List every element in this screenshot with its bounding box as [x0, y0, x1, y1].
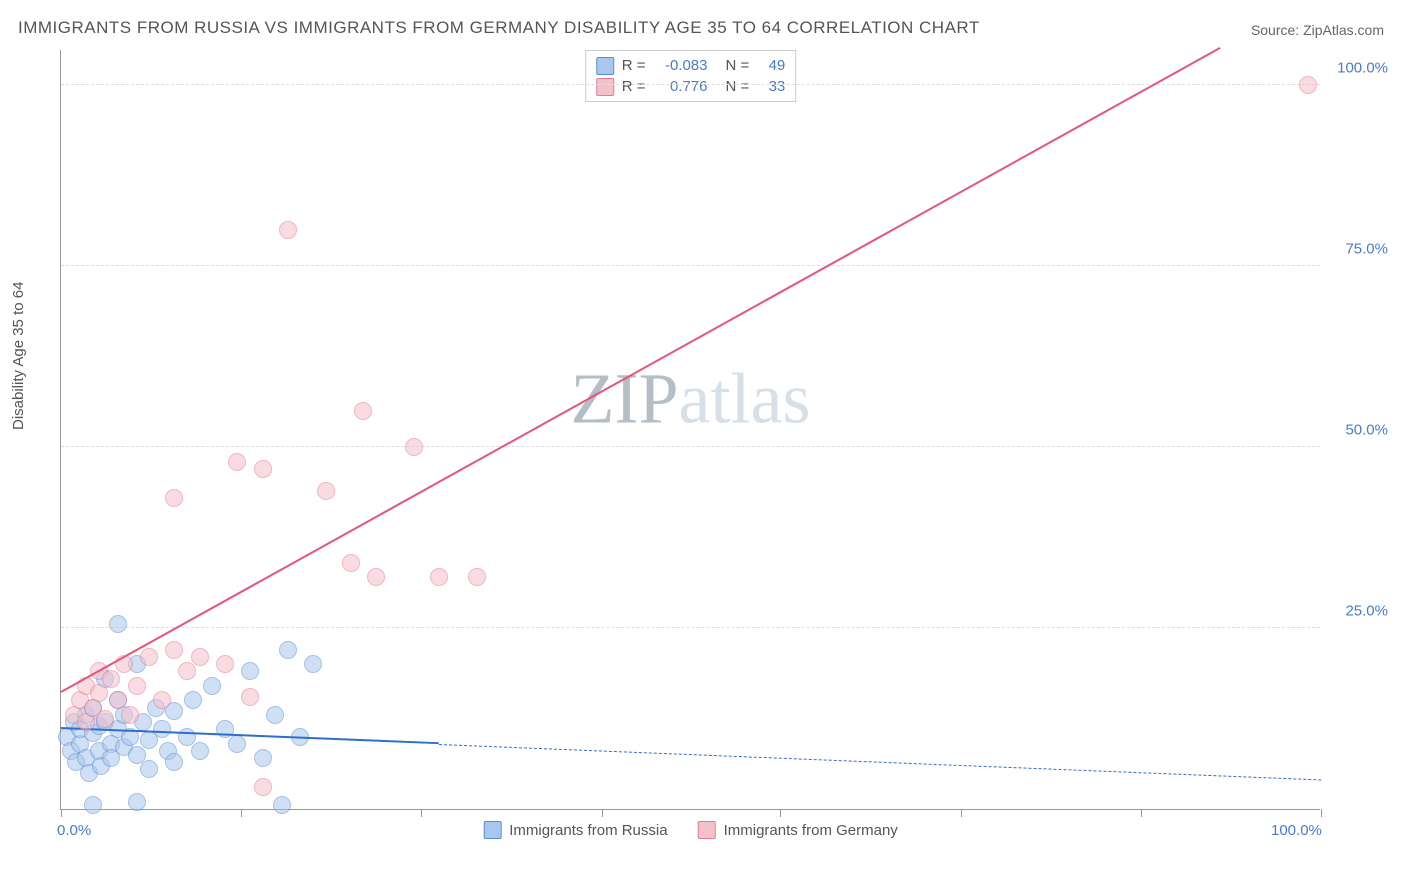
scatter-point	[468, 568, 486, 586]
watermark: ZIPatlas	[571, 358, 811, 441]
scatter-point	[121, 706, 139, 724]
x-tick	[602, 809, 603, 817]
scatter-point	[109, 615, 127, 633]
scatter-point	[354, 402, 372, 420]
stats-row: R = 0.776 N = 33	[596, 76, 786, 97]
scatter-point	[184, 691, 202, 709]
x-tick	[780, 809, 781, 817]
y-tick-label: 25.0%	[1345, 603, 1388, 620]
scatter-point	[165, 641, 183, 659]
legend-label: Immigrants from Russia	[509, 822, 667, 839]
watermark-part2: atlas	[679, 359, 811, 439]
scatter-point	[84, 796, 102, 814]
scatter-point	[273, 796, 291, 814]
stats-swatch	[596, 57, 614, 75]
x-tick	[421, 809, 422, 817]
regression-line	[61, 47, 1221, 693]
stats-row: R = -0.083 N = 49	[596, 55, 786, 76]
scatter-point	[430, 568, 448, 586]
y-axis-label: Disability Age 35 to 64	[10, 282, 27, 430]
gridline-h	[61, 446, 1320, 447]
stats-swatch	[596, 78, 614, 96]
scatter-point	[153, 720, 171, 738]
x-tick	[961, 809, 962, 817]
x-tick	[1141, 809, 1142, 817]
scatter-point	[1299, 76, 1317, 94]
y-tick-label: 50.0%	[1345, 422, 1388, 439]
scatter-point	[228, 735, 246, 753]
legend-item: Immigrants from Germany	[698, 821, 898, 839]
y-tick-label: 100.0%	[1337, 60, 1388, 77]
x-tick	[61, 809, 62, 817]
scatter-point	[254, 460, 272, 478]
scatter-point	[279, 221, 297, 239]
scatter-point	[191, 648, 209, 666]
scatter-point	[165, 489, 183, 507]
scatter-point	[178, 662, 196, 680]
scatter-point	[254, 749, 272, 767]
scatter-point	[254, 778, 272, 796]
scatter-point	[128, 677, 146, 695]
scatter-point	[405, 438, 423, 456]
scatter-point	[367, 568, 385, 586]
scatter-point	[203, 677, 221, 695]
plot-area: ZIPatlas R =-0.083N =49R =0.776N =33 Imm…	[60, 50, 1320, 810]
scatter-point	[279, 641, 297, 659]
x-tick	[241, 809, 242, 817]
stats-r-label: R =	[622, 76, 646, 97]
stats-r-value: 0.776	[654, 76, 708, 97]
chart-title: IMMIGRANTS FROM RUSSIA VS IMMIGRANTS FRO…	[18, 18, 980, 38]
scatter-point	[96, 710, 114, 728]
scatter-point	[216, 655, 234, 673]
scatter-point	[90, 684, 108, 702]
scatter-point	[342, 554, 360, 572]
scatter-point	[128, 793, 146, 811]
source-attribution: Source: ZipAtlas.com	[1251, 22, 1384, 38]
gridline-h	[61, 84, 1320, 85]
legend: Immigrants from Russia Immigrants from Ge…	[483, 821, 898, 839]
scatter-point	[266, 706, 284, 724]
gridline-h	[61, 265, 1320, 266]
scatter-point	[191, 742, 209, 760]
gridline-h	[61, 627, 1320, 628]
scatter-point	[102, 670, 120, 688]
scatter-point	[140, 760, 158, 778]
legend-label: Immigrants from Germany	[724, 822, 898, 839]
stats-n-label: N =	[726, 76, 750, 97]
regression-line	[439, 744, 1321, 780]
legend-item: Immigrants from Russia	[483, 821, 667, 839]
stats-n-value: 49	[757, 55, 785, 76]
legend-swatch	[698, 821, 716, 839]
stats-n-value: 33	[757, 76, 785, 97]
scatter-point	[241, 662, 259, 680]
x-tick	[1321, 809, 1322, 817]
scatter-point	[241, 688, 259, 706]
stats-r-label: R =	[622, 55, 646, 76]
legend-swatch	[483, 821, 501, 839]
stats-r-value: -0.083	[654, 55, 708, 76]
stats-box: R = -0.083 N = 49 R = 0.776 N = 33	[585, 50, 797, 102]
scatter-point	[304, 655, 322, 673]
scatter-point	[228, 453, 246, 471]
stats-n-label: N =	[726, 55, 750, 76]
x-tick-label: 100.0%	[1271, 822, 1322, 839]
x-tick-label: 0.0%	[57, 822, 91, 839]
scatter-point	[153, 691, 171, 709]
scatter-point	[317, 482, 335, 500]
y-tick-label: 75.0%	[1345, 241, 1388, 258]
scatter-point	[140, 648, 158, 666]
scatter-point	[165, 753, 183, 771]
